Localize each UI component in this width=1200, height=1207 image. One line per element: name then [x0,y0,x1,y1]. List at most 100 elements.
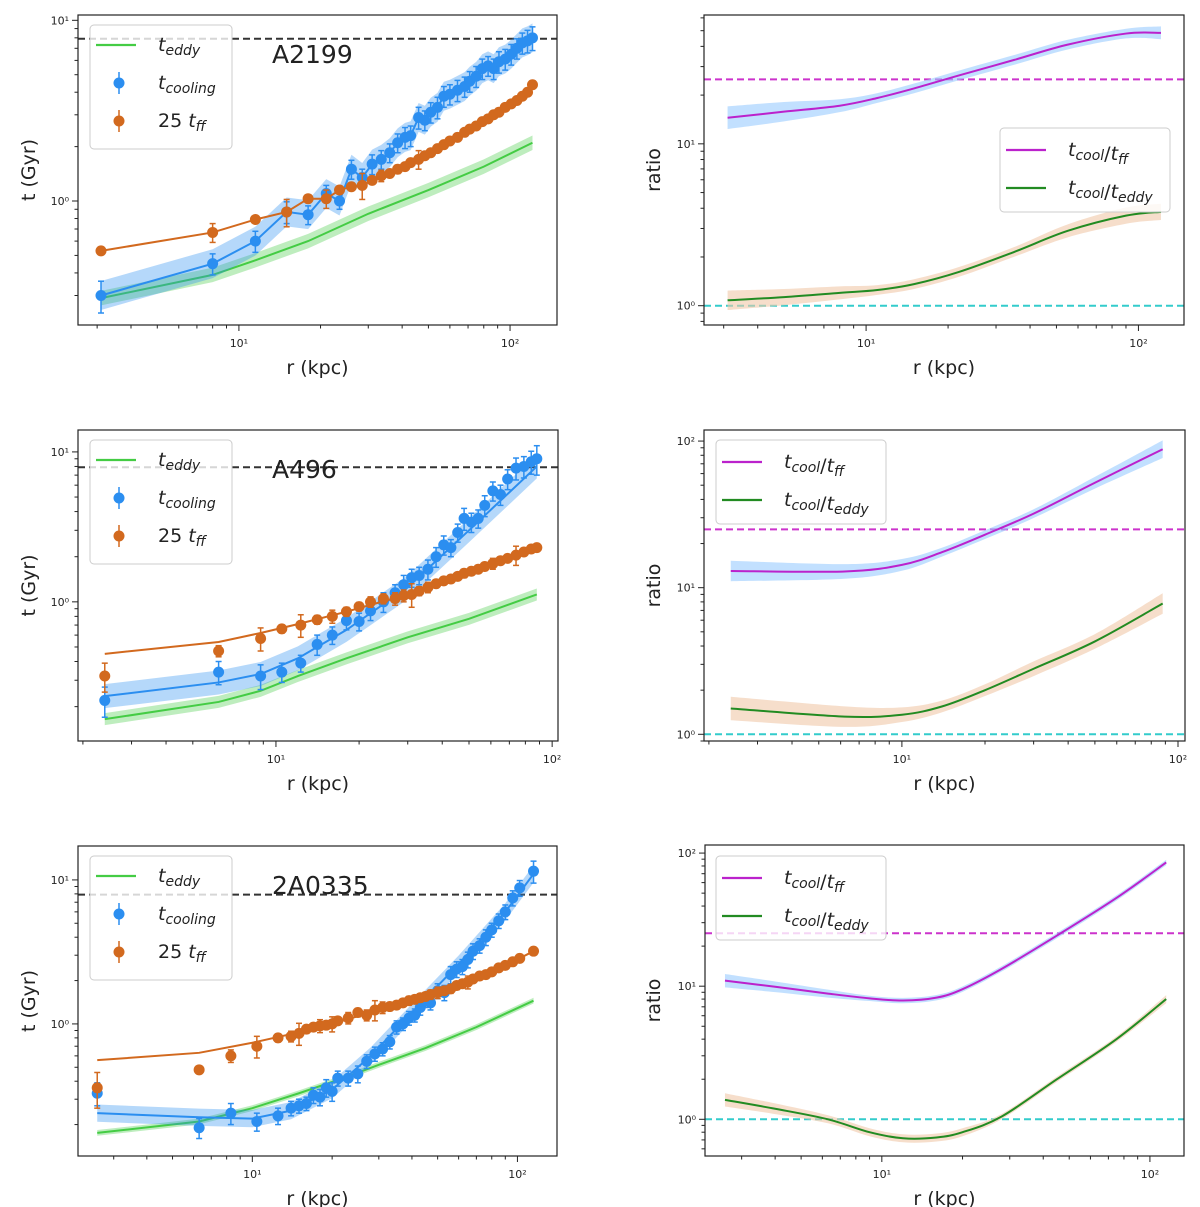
legend-label: 25 tff [158,941,208,966]
cluster-name-label: A496 [272,455,337,484]
series-t-eddy [100,135,533,306]
marker [479,499,491,511]
data-point [225,1102,237,1126]
data-point [213,644,225,658]
legend-box [89,439,233,565]
marker [353,615,365,627]
data-point [445,538,457,558]
legend-label: teddy [158,34,201,59]
data-point [276,662,288,684]
marker [272,1110,284,1122]
marker [531,453,543,465]
marker [91,1082,103,1094]
data-point [353,601,365,613]
marker [377,1043,389,1055]
y-tick-label: 10⁰ [51,596,70,609]
data-point [249,230,261,254]
legend-marker-icon [113,115,125,127]
x-tick-label: 10² [501,337,519,350]
marker [340,606,352,618]
marker [99,670,111,682]
data-point [430,546,442,569]
marker [334,184,346,196]
x-tick-label: 10² [1169,753,1187,766]
marker [474,940,486,952]
marker [320,193,332,205]
legend-label: teddy [158,449,201,474]
data-point [340,606,352,618]
marker [528,865,540,877]
data-point [474,938,486,954]
data-point [302,205,314,226]
marker [302,209,314,221]
series-t-cooling [95,23,538,314]
data-point [193,1064,205,1076]
marker [300,1098,312,1110]
data-point [526,26,538,52]
legend-entry: tcool/tff [722,451,846,480]
data-point [502,552,514,564]
marker [281,206,293,218]
marker [326,629,338,641]
data-point [320,189,332,210]
legend-entry: 25 tff [113,525,208,550]
data-point [345,159,357,180]
y-tick-label: 10⁰ [678,1113,697,1126]
data-point [384,1034,396,1050]
y-tick-label: 10¹ [678,980,696,993]
confidence-band [730,440,1163,582]
marker [272,1032,284,1044]
legend-entry: tcooling [113,487,216,512]
data-point [332,1015,344,1027]
confidence-band [724,995,1167,1143]
data-point [499,48,511,71]
marker [365,596,377,608]
data-point [365,596,377,609]
marker [430,551,442,563]
marker [384,147,396,159]
data-point [377,593,389,605]
panel-a2199-times: 10¹ 10² 10⁰ 10¹ r (kpc) t (Gyr) A2199 teddy tcoo… [18,14,558,379]
confidence-band [724,859,1167,1004]
marker [95,245,107,257]
marker [413,569,425,581]
marker [302,193,314,205]
marker [213,666,225,678]
y-axis-label: ratio [643,148,665,192]
data-point [302,193,314,205]
legend-label: tcool/tff [784,451,846,480]
series-t-cool-t-ff [727,26,1162,130]
legend-label: 25 tff [158,525,208,550]
axes-frame [77,845,558,1157]
data-point [451,79,463,103]
data-point [493,962,505,974]
data-point [342,1070,354,1087]
data-point [295,654,307,673]
marker [409,1009,421,1021]
data-point [352,1065,364,1084]
data-point [479,495,491,518]
data-point [377,1041,389,1057]
marker [528,945,540,957]
series-line [100,141,533,300]
legend-entry: teddy [96,34,201,59]
data-point [249,214,261,226]
marker [361,1009,373,1021]
x-tick-label: 10¹ [267,753,285,766]
data-point [276,623,288,635]
marker [507,892,519,904]
marker [249,235,261,247]
confidence-band [100,23,533,310]
series-t-cool-t-eddy [724,995,1167,1143]
series-25-t-ff [95,79,538,257]
plot-area [704,26,1184,311]
data-point [345,181,357,193]
data-point [413,566,425,586]
marker [207,258,219,270]
legend-marker-icon [113,530,125,542]
marker [398,579,410,591]
legend-marker-icon [113,77,125,89]
legend-entry: tcool/teddy [1006,177,1153,206]
x-tick-label: 10¹ [243,1168,261,1181]
